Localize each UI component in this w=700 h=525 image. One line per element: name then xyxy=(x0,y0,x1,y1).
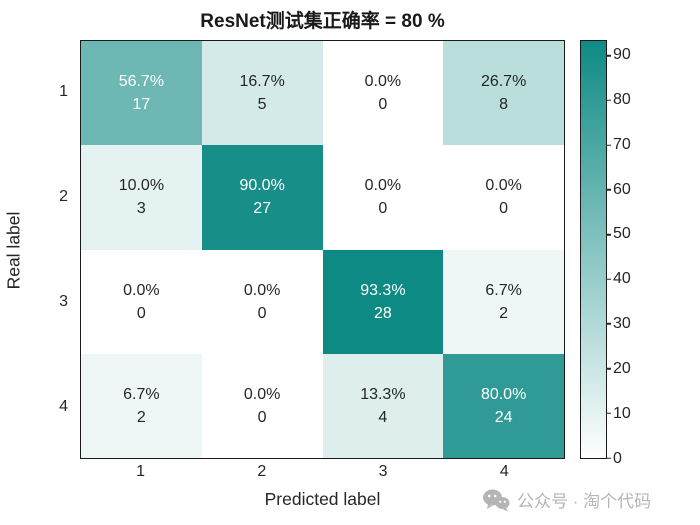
chart-title: ResNet测试集正确率 = 80 % xyxy=(200,11,445,32)
colorbar-tick-label: 80 xyxy=(613,90,631,108)
watermark-text: 公众号 · 淘个代码 xyxy=(517,492,652,511)
y-axis-label: Real label xyxy=(3,211,24,290)
x-axis-label: Predicted label xyxy=(264,489,381,509)
heatmap-cell-r1-c4: 26.7% 8 xyxy=(443,41,564,146)
colorbar-tick-label: 40 xyxy=(613,270,631,288)
heatmap-cell-r2-c4: 0.0% 0 xyxy=(443,145,564,250)
colorbar-tick-label: 0 xyxy=(613,450,622,467)
colorbar-tick-mark xyxy=(606,278,611,280)
colorbar-tick-mark xyxy=(606,323,611,325)
x-tick-label: 3 xyxy=(378,463,388,480)
colorbar-tick-mark xyxy=(606,412,611,415)
x-axis-ticks: 1 2 3 4 xyxy=(80,463,565,483)
x-tick-label: 1 xyxy=(136,463,146,480)
colorbar-tick-label: 20 xyxy=(613,360,631,378)
heatmap-cell-r1-c2: 16.7% 5 xyxy=(201,41,323,146)
colorbar-tick-mark xyxy=(606,189,611,191)
colorbar-tick-mark xyxy=(606,457,611,459)
heatmap-grid: 56.7% 17 16.7% 5 0.0% 0 26.7% 8 10.0% 3 90.0% 27 0.0… xyxy=(81,41,564,458)
colorbar-tick-label: 70 xyxy=(613,135,631,153)
colorbar-tick-label: 50 xyxy=(613,225,631,243)
heatmap-cell-r3-c1: 0.0% 0 xyxy=(81,249,202,354)
heatmap-cell-r2-c2: 90.0% 27 xyxy=(201,145,323,250)
colorbar-tick-label: 90 xyxy=(613,45,631,63)
watermark: 公众号 · 淘个代码 xyxy=(482,487,651,512)
colorbar-tick-mark xyxy=(606,144,611,146)
heatmap-cell-r2-c3: 0.0% 0 xyxy=(322,145,444,250)
y-axis-ticks: 1 2 3 4 xyxy=(30,40,68,459)
heatmap-cell-r4-c1: 6.7% 2 xyxy=(81,353,202,458)
y-tick-label: 1 xyxy=(59,83,68,101)
colorbar-tick-labels: 0 10 20 30 40 50 60 70 80 90 xyxy=(613,40,653,466)
heatmap-cell-r3-c2: 0.0% 0 xyxy=(201,249,323,354)
colorbar xyxy=(580,40,611,459)
colorbar-tick-mark xyxy=(606,233,611,236)
heatmap-cell-r3-c3: 93.3% 28 xyxy=(322,249,444,354)
colorbar-tick-mark xyxy=(606,99,611,102)
y-tick-label: 4 xyxy=(59,397,68,415)
heatmap-cell-r1-c3: 0.0% 0 xyxy=(322,41,444,146)
colorbar-tick-mark xyxy=(606,55,611,57)
heatmap-cell-r1-c1: 56.7% 17 xyxy=(81,41,202,146)
colorbar-tick-mark xyxy=(606,367,611,370)
x-tick-label: 4 xyxy=(499,463,509,480)
heatmap-plot-area: 56.7% 17 16.7% 5 0.0% 0 26.7% 8 10.0% 3 90.0% 27 0.0… xyxy=(80,40,565,459)
colorbar-tick-label: 30 xyxy=(613,315,631,333)
x-tick-label: 2 xyxy=(257,463,267,480)
colorbar-tick-label: 60 xyxy=(613,180,631,198)
wechat-icon xyxy=(482,488,510,512)
heatmap-cell-r3-c4: 6.7% 2 xyxy=(443,249,564,354)
heatmap-cell-r4-c3: 13.3% 4 xyxy=(322,353,444,458)
y-tick-label: 2 xyxy=(59,188,68,206)
y-tick-label: 3 xyxy=(59,292,68,310)
heatmap-cell-r4-c2: 0.0% 0 xyxy=(201,353,323,458)
heatmap-cell-r4-c4: 80.0% 24 xyxy=(443,353,564,458)
heatmap-cell-r2-c1: 10.0% 3 xyxy=(81,145,202,250)
colorbar-tick-label: 10 xyxy=(613,405,631,423)
